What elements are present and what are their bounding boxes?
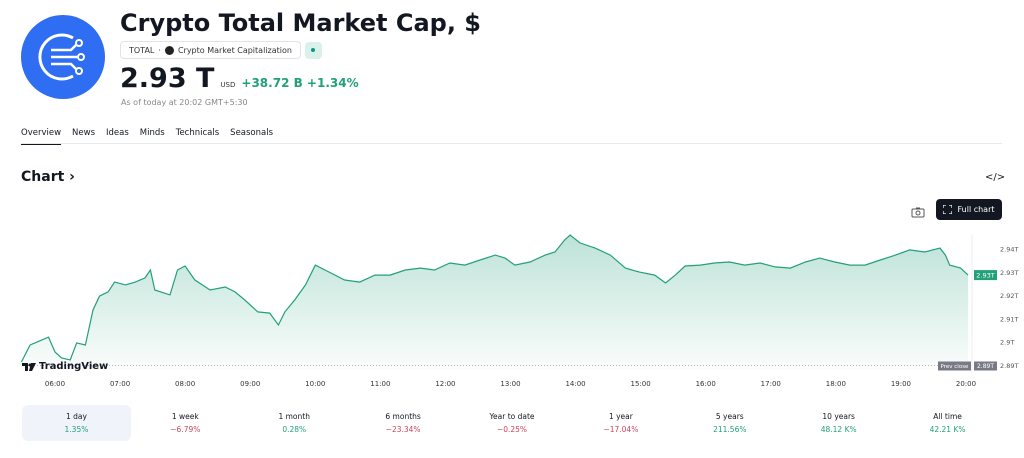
chevron-right-icon: › [69,169,75,185]
price-line [20,234,969,363]
tab-ideas[interactable]: Ideas [106,128,129,138]
page-title: Crypto Total Market Cap, $ [120,9,482,37]
y-tick-label: 2.92T [1000,292,1018,300]
tab-overview[interactable]: Overview [21,128,62,145]
period-change: −17.04% [603,425,639,434]
x-tick-label: 14:00 [565,380,585,388]
x-tick-label: 06:00 [45,380,65,388]
tab-seasonals[interactable]: Seasonals [230,128,274,138]
y-tick-label: 2.93T [1000,269,1018,277]
tab-news[interactable]: News [72,128,95,138]
tab-minds[interactable]: Minds [139,128,165,138]
x-tick-label: 10:00 [305,380,325,388]
last-price-tag [974,270,997,281]
current-price: 2.93 T [120,63,215,94]
y-tick-label: 2.94T [1000,246,1018,254]
period-label: 1 day [65,412,87,421]
x-tick-label: 13:00 [500,380,520,388]
tradingview-icon [22,362,36,371]
prev-close-value-tag [974,361,997,371]
period-10-years[interactable]: 10 years 48.12 K% [784,405,893,441]
symbol-row: TOTAL · Crypto Market Capitalization [120,41,322,59]
tradingview-logo[interactable]: TradingView [22,361,108,372]
period-label: 6 months [385,412,421,421]
period-label: 1 month [278,412,310,421]
exchange-label: Crypto Market Capitalization [177,45,292,55]
period-change: −0.25% [496,425,528,434]
currency-label: USD [220,81,236,89]
chart-heading: Chart [21,169,65,185]
x-tick-label: 11:00 [370,380,390,388]
y-tick-label: 2.89T [1000,362,1018,370]
symbol-info[interactable]: TOTAL · Crypto Market Capitalization [120,41,301,59]
period-label: All time [933,412,962,421]
full-chart-button[interactable]: Full chart [936,199,1002,220]
price-change: +38.72 B +1.34% [241,76,359,90]
period-label: 10 years [822,412,855,421]
price-chart[interactable]: 06:00 07:00 08:00 09:00 10:00 11:00 12:00 13:00… [0,225,1024,395]
market-open-dot-icon [311,48,316,52]
period-1-week[interactable]: 1 week −6.79% [131,405,240,441]
period-year-to-date[interactable]: Year to date −0.25% [458,405,567,441]
period-change: 211.56% [713,425,747,434]
exchange-icon [164,45,174,55]
x-tick-label: 18:00 [826,380,846,388]
camera-icon[interactable] [910,203,926,218]
embed-code-icon[interactable]: </> [985,172,1006,183]
crypto-logo [21,15,105,99]
crypto-network-icon [38,33,85,81]
x-tick-label: 15:00 [631,380,651,388]
x-tick-label: 08:00 [175,380,195,388]
separator: · [158,45,161,55]
prev-close-label: Prev close [941,364,970,370]
last-price-label: 2.93T [976,272,994,280]
period-change: 42.21 K% [929,425,966,434]
as-of-timestamp: As of today at 20:02 GMT+5:30 [121,98,248,107]
price-row: 2.93 T USD +38.72 B +1.34% [120,63,359,94]
x-tick-label: 09:00 [240,380,260,388]
x-tick-label: 07:00 [110,380,130,388]
tab-technicals[interactable]: Technicals [175,128,220,138]
y-tick-label: 2.91T [1000,315,1018,323]
y-tick-label: 2.9T [1000,339,1014,347]
period-1-month[interactable]: 1 month 0.28% [240,405,349,441]
market-status-badge[interactable] [304,41,322,59]
price-area [21,235,969,370]
full-chart-label: Full chart [957,205,995,214]
divider [21,143,1002,144]
period-6-months[interactable]: 6 months −23.34% [349,405,458,441]
period-change: 48.12 K% [820,425,857,434]
period-all-time[interactable]: All time 42.21 K% [893,405,1002,441]
x-tick-label: 20:00 [956,380,976,388]
period-5-years[interactable]: 5 years 211.56% [675,405,784,441]
x-tick-label: 19:00 [891,380,911,388]
period-label: 5 years [715,412,744,421]
fullscreen-icon [943,205,953,214]
x-tick-label: 17:00 [761,380,781,388]
period-change: 1.35% [64,425,89,434]
period-change: 0.28% [282,425,307,434]
prev-close-tag [938,361,971,371]
tab-bar: Overview News Ideas Minds Technicals Sea… [21,128,284,145]
period-label: 1 week [171,412,199,421]
performance-periods: 1 day 1.35% 1 week −6.79% 1 month 0.28% 6 mont… [22,405,1002,441]
period-change: −6.79% [170,425,201,434]
period-change: −23.34% [385,425,421,434]
symbol-label: TOTAL [129,45,155,55]
tradingview-label: TradingView [39,361,109,372]
period-1-year[interactable]: 1 year −17.04% [566,405,675,441]
x-tick-label: 16:00 [696,380,716,388]
period-1-day[interactable]: 1 day 1.35% [22,405,131,441]
x-tick-label: 12:00 [435,380,455,388]
chart-section-link[interactable]: Chart › [21,169,75,185]
period-label: 1 year [608,412,633,421]
period-label: Year to date [489,412,535,421]
prev-close-value: 2.89T [977,363,994,370]
